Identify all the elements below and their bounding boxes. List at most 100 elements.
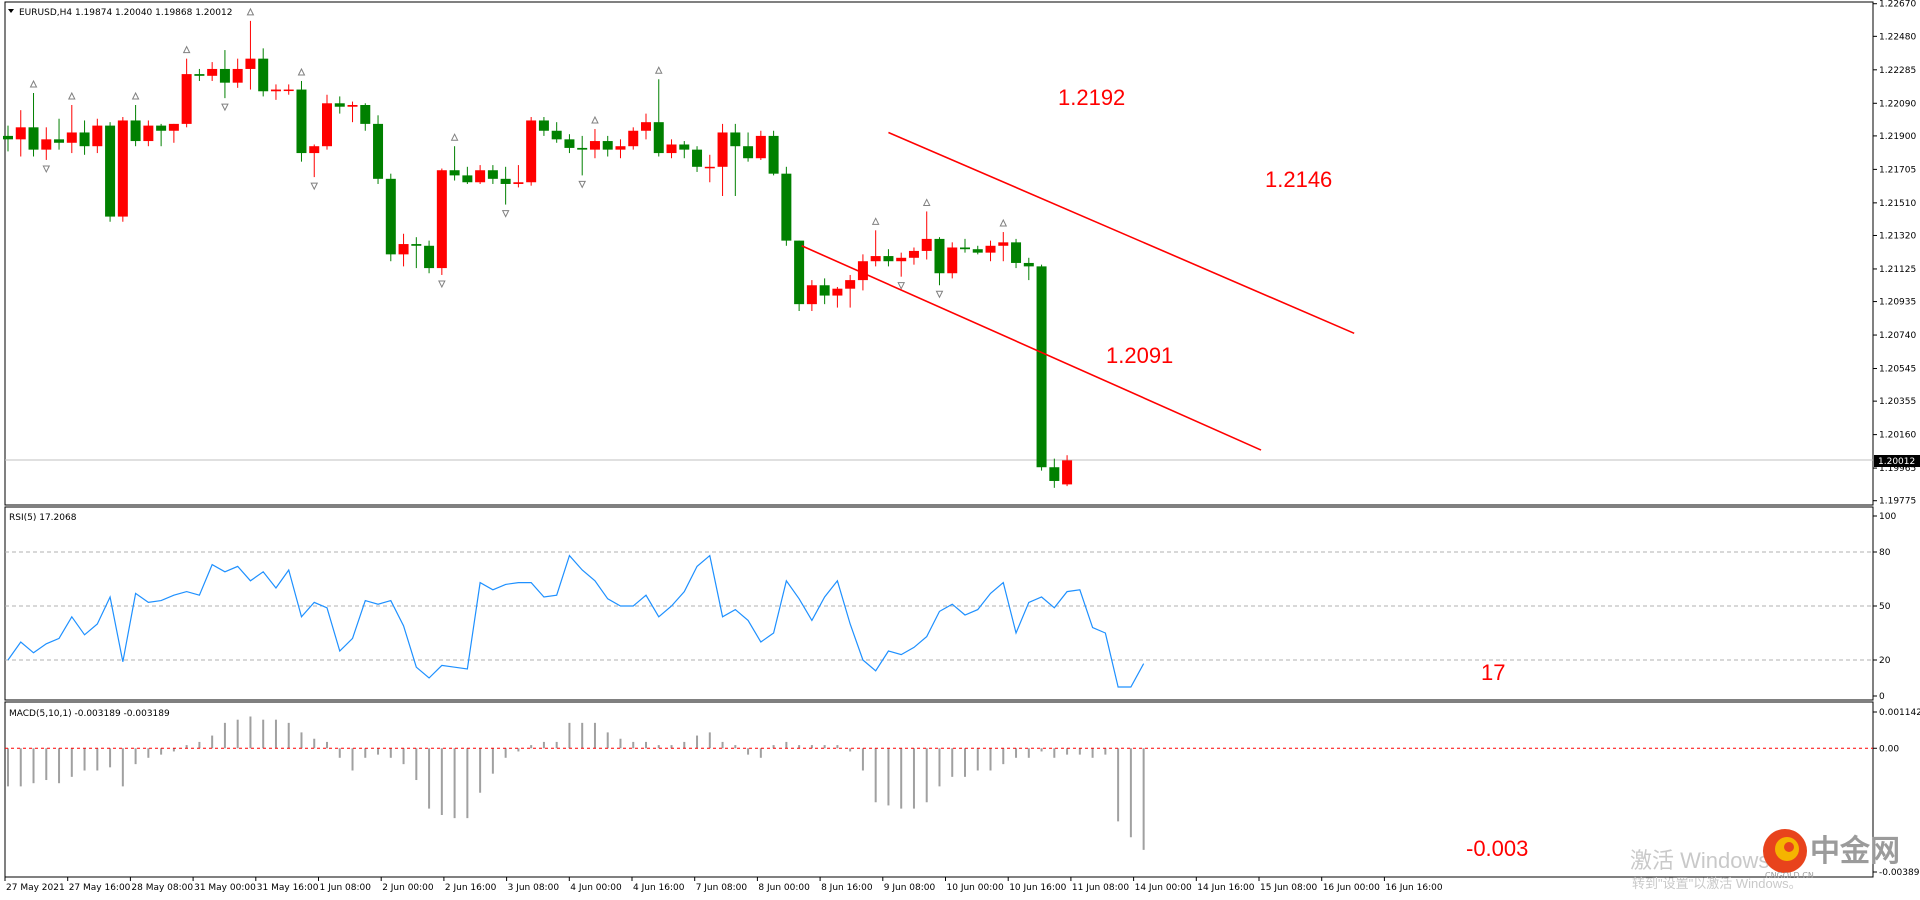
time-tick-label: 2 Jun 00:00 xyxy=(382,883,434,893)
time-tick-label: 16 Jun 00:00 xyxy=(1323,883,1380,893)
fractal-down-marker xyxy=(42,165,51,174)
fractal-down-marker xyxy=(438,280,446,289)
rsi-tick-label: 20 xyxy=(1879,656,1891,666)
fractal-up-marker xyxy=(182,45,191,54)
candle-body xyxy=(219,68,230,83)
time-tick-label: 3 Jun 08:00 xyxy=(508,883,560,893)
candle-body xyxy=(1049,467,1060,481)
candle-body xyxy=(28,127,39,150)
fractal-down-marker xyxy=(310,182,319,191)
candle-body xyxy=(857,261,868,281)
candle-body xyxy=(168,123,179,131)
macd-panel[interactable] xyxy=(4,701,1874,878)
fractal-up-marker xyxy=(591,115,599,124)
candle-body xyxy=(322,103,332,147)
candle-body xyxy=(960,247,970,250)
candle-body xyxy=(373,123,384,179)
candle-body xyxy=(117,120,128,217)
fractal-up-marker xyxy=(450,133,459,141)
macd-tick-label: 0.001142 xyxy=(1879,708,1920,718)
candle-body xyxy=(781,173,792,241)
time-tick-label: 4 Jun 16:00 xyxy=(633,883,685,893)
time-tick-label: 4 Jun 00:00 xyxy=(570,883,622,893)
time-tick-label: 31 May 00:00 xyxy=(194,883,256,893)
macd-tick-label: -0.003896 xyxy=(1879,868,1920,878)
candle-body xyxy=(730,132,741,147)
price-badge-label: 1.20012 xyxy=(1878,457,1915,467)
time-tick-label: 27 May 2021 xyxy=(6,883,65,893)
price-tick-label: 1.21705 xyxy=(1879,165,1916,175)
candle-body xyxy=(934,238,945,274)
candle-body xyxy=(475,170,486,183)
annotation-high-2: 1.2146 xyxy=(1265,167,1332,192)
price-axis: 1.22670 1.22480 1.22285 1.22090 1.21900 1.217… xyxy=(5,0,1916,507)
rsi-annotation: 17 xyxy=(1481,660,1505,685)
candle-body xyxy=(334,103,345,107)
channel-lower-line xyxy=(801,245,1262,451)
candle-body xyxy=(755,135,766,159)
time-tick-label: 31 May 16:00 xyxy=(257,883,319,893)
time-tick-label: 14 Jun 16:00 xyxy=(1197,883,1254,893)
candle-body xyxy=(602,141,613,150)
fractal-up-marker xyxy=(922,198,931,206)
time-tick-label: 10 Jun 00:00 xyxy=(947,883,1004,893)
candle-body xyxy=(66,132,77,143)
candle-body xyxy=(207,68,218,76)
rsi-tick-label: 100 xyxy=(1879,512,1896,522)
fractal-down-marker xyxy=(501,210,510,218)
time-axis: 27 May 2021 27 May 16:00 28 May 08:00 31 Ma… xyxy=(4,877,1443,893)
candle-body xyxy=(92,125,103,147)
fractal-up-marker xyxy=(999,218,1008,227)
price-tick-label: 1.19775 xyxy=(1879,497,1916,507)
price-tick-label: 1.22670 xyxy=(1879,0,1916,10)
candle-body xyxy=(564,139,575,148)
candle-body xyxy=(921,238,932,251)
price-tick-label: 1.20355 xyxy=(1879,397,1916,407)
candle-body xyxy=(105,125,116,217)
fractal-up-marker xyxy=(67,91,76,100)
candle-body xyxy=(143,125,154,142)
candle-body xyxy=(794,240,805,305)
candle-body xyxy=(1011,242,1022,263)
fractal-down-marker xyxy=(897,282,906,290)
price-tick-label: 1.20935 xyxy=(1879,298,1916,308)
candle-body xyxy=(360,105,371,124)
time-tick-label: 7 Jun 08:00 xyxy=(696,883,748,893)
fractal-up-marker xyxy=(131,91,140,100)
channel-upper-line xyxy=(888,131,1355,335)
candle-body xyxy=(296,89,307,154)
candle-body xyxy=(908,250,919,258)
candle-body xyxy=(896,257,907,262)
macd-chart: 0.001142 0.00 -0.003896 xyxy=(5,708,1920,878)
candle-body xyxy=(41,139,52,150)
candle-body xyxy=(309,146,320,154)
rsi-panel[interactable] xyxy=(4,506,1874,701)
candle-body xyxy=(54,139,65,143)
price-badge xyxy=(1874,455,1920,467)
candle-body xyxy=(717,132,728,167)
price-tick-label: 1.20740 xyxy=(1879,331,1916,341)
logo-icon xyxy=(1763,829,1807,873)
fractal-down-marker xyxy=(578,180,587,189)
time-tick-label: 2 Jun 16:00 xyxy=(445,883,497,893)
candle-body xyxy=(704,166,715,169)
macd-annotation: -0.003 xyxy=(1466,836,1528,861)
candle-body xyxy=(462,175,473,183)
candle-body xyxy=(347,105,358,107)
price-tick-label: 1.22480 xyxy=(1879,32,1916,42)
candle-body xyxy=(538,120,549,131)
candle-body xyxy=(845,280,856,289)
rsi-chart: 100 80 50 20 0 xyxy=(5,512,1896,702)
rsi-header: RSI(5) 17.2068 xyxy=(9,513,77,523)
candle-body xyxy=(577,147,588,150)
activation-watermark-sub: 转到"设置"以激活 Windows。 xyxy=(1632,876,1802,891)
candle-body xyxy=(270,89,281,92)
price-tick-label: 1.20545 xyxy=(1879,365,1916,375)
menu-triangle-icon[interactable] xyxy=(8,9,14,13)
candle-body xyxy=(487,170,498,179)
candle-body xyxy=(258,58,269,92)
price-tick-label: 1.21510 xyxy=(1879,199,1916,209)
fractal-up-marker xyxy=(29,79,38,88)
candle-body xyxy=(1023,262,1034,267)
